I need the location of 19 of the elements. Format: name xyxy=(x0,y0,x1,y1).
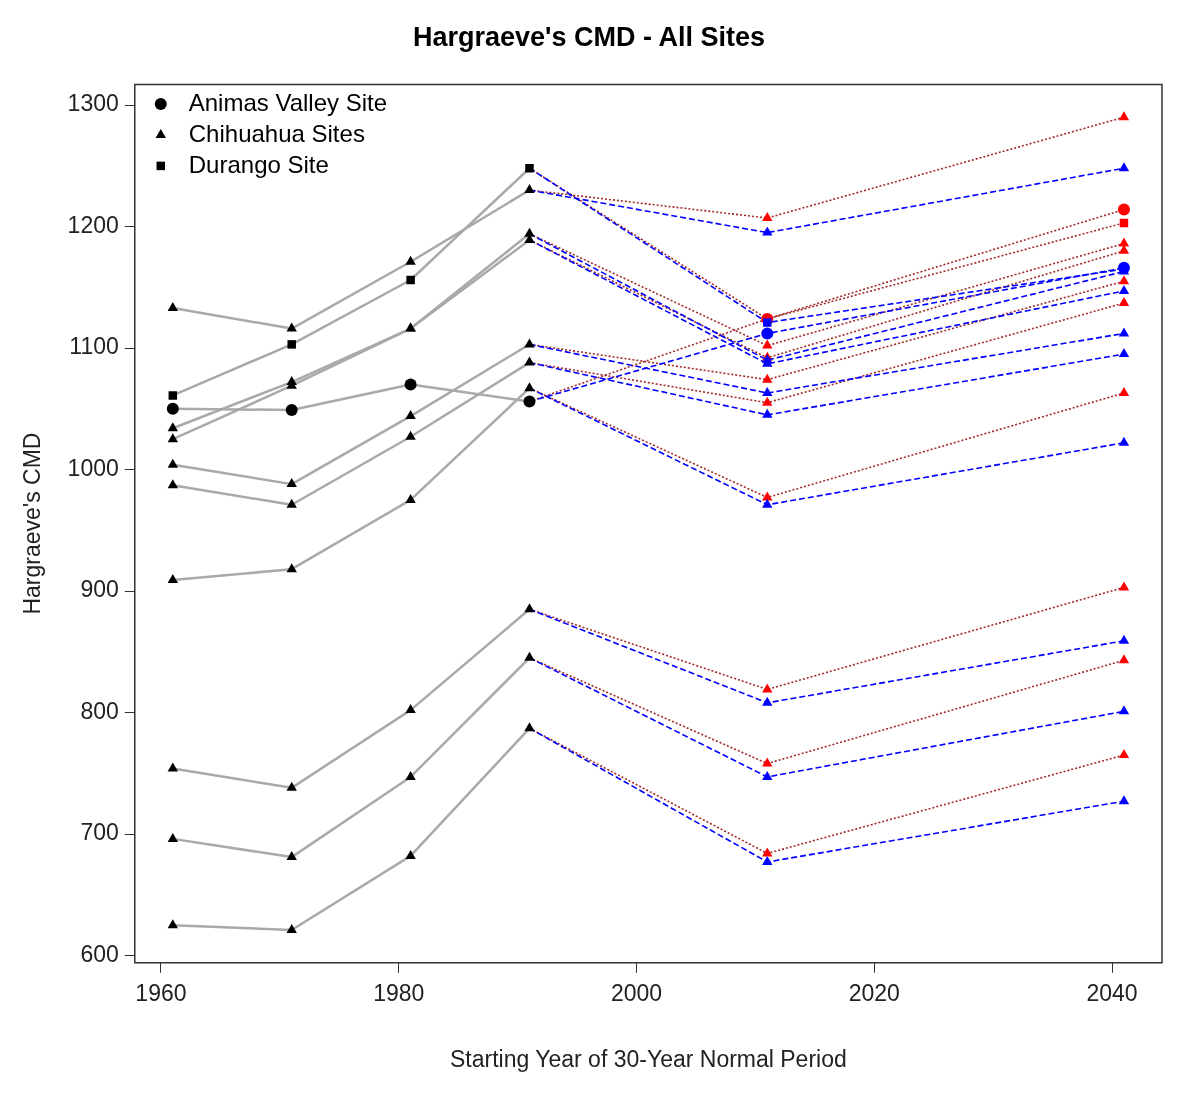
y-tick-label: 700 xyxy=(80,819,119,846)
x-tick-label: 1960 xyxy=(135,979,187,1006)
y-axis-title: Hargraeve's CMD xyxy=(19,432,46,615)
chart-title: Hargraeve's CMD - All Sites xyxy=(412,21,766,52)
y-tick-label: 900 xyxy=(80,576,119,603)
y-tick-label: 1200 xyxy=(67,211,119,238)
y-tick-label: 600 xyxy=(80,940,119,967)
y-tick-label: 1000 xyxy=(67,454,119,481)
y-tick-label: 1100 xyxy=(69,333,119,360)
x-tick-label: 2040 xyxy=(1086,979,1138,1006)
legend-label: Animas Valley Site xyxy=(188,88,388,116)
legend-label: Durango Site xyxy=(188,150,329,178)
x-tick-label: 2020 xyxy=(848,979,900,1006)
y-tick-label: 800 xyxy=(80,697,119,724)
x-tick-label: 1980 xyxy=(373,979,425,1006)
y-tick-label: 1300 xyxy=(67,90,119,117)
x-axis-title: Starting Year of 30-Year Normal Period xyxy=(449,1045,847,1072)
legend-label: Chihuahua Sites xyxy=(188,119,365,147)
x-tick-label: 2000 xyxy=(610,979,663,1006)
